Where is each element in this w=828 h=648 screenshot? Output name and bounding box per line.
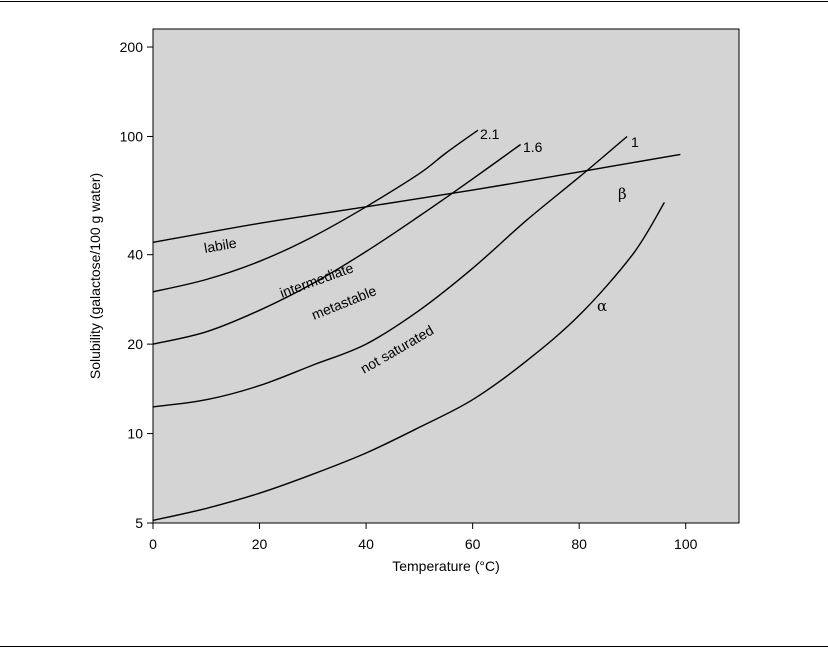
- x-tick-label: 0: [149, 536, 157, 552]
- series-line-2: [152, 135, 628, 408]
- plot-area: [152, 28, 740, 524]
- series-label-2-1: 2.1: [480, 126, 500, 142]
- y-tick-label: 10: [127, 426, 143, 442]
- series-line-3: [152, 153, 681, 244]
- series-label-1-6: 1.6: [523, 139, 543, 155]
- x-tick-label: 100: [674, 536, 698, 552]
- series-label-beta: β: [618, 185, 627, 203]
- x-tick-label: 40: [358, 536, 374, 552]
- y-tick-label: 200: [120, 39, 144, 55]
- y-tick-label: 20: [127, 336, 143, 352]
- bottom-rule: [0, 646, 828, 647]
- x-axis-title: Temperature (°C): [392, 558, 500, 574]
- x-tick-label: 60: [465, 536, 481, 552]
- region-label-labile: labile: [203, 234, 238, 255]
- y-tick-label: 5: [135, 515, 143, 531]
- series-line-0: [152, 129, 479, 293]
- series-line-1: [152, 143, 522, 345]
- series-label-1: 1: [631, 134, 639, 150]
- y-axis-title: Solubility (galactose/100 g water): [87, 173, 103, 379]
- series-label-alpha: α: [597, 297, 607, 315]
- x-tick-label: 80: [571, 536, 587, 552]
- y-tick-label: 100: [120, 128, 144, 144]
- series-line-4: [152, 202, 665, 522]
- x-tick-label: 20: [252, 536, 268, 552]
- y-tick-label: 40: [127, 247, 143, 263]
- top-rule: [0, 1, 828, 2]
